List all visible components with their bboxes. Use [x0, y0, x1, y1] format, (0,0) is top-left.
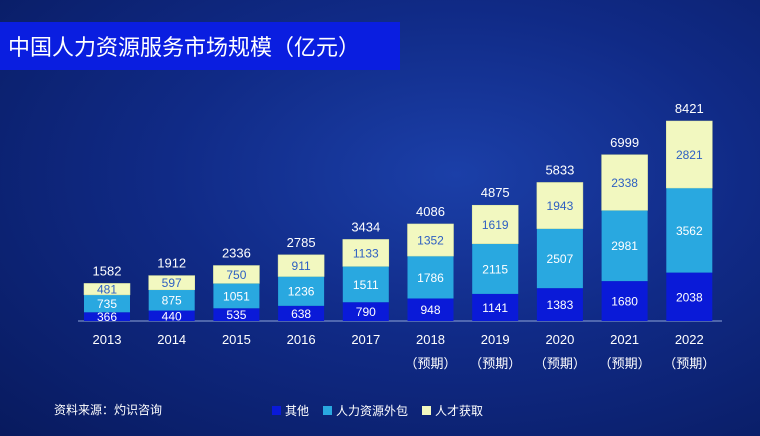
- total-label-2013: 1582: [93, 263, 122, 278]
- bar-label-2017-series-1: 1511: [353, 278, 379, 292]
- bar-2020-series-1: [536, 228, 583, 289]
- bar-2015-series-1: [213, 283, 260, 309]
- x-tick-label-2020: 2020: [545, 332, 574, 347]
- bar-2018-series-1: [407, 256, 454, 299]
- bar-label-2014-series-2: 597: [162, 276, 182, 290]
- bar-label-2022-series-0: 2038: [676, 290, 703, 304]
- bar-label-2018-series-2: 1352: [417, 234, 444, 248]
- x-tick-label-2014: 2014: [157, 332, 186, 347]
- legend-swatch-other: [272, 406, 281, 415]
- chart-legend: 其他 人力资源外包 人才获取: [272, 402, 483, 419]
- x-tick-label-2015: 2015: [222, 332, 251, 347]
- bar-2017-series-0: [342, 302, 389, 321]
- bar-2013-series-1: [84, 294, 130, 313]
- bar-label-2022-series-2: 2821: [676, 148, 703, 162]
- bar-label-2019-series-0: 1141: [482, 301, 508, 315]
- total-label-2015: 2336: [222, 246, 251, 261]
- total-label-2020: 5833: [545, 162, 574, 177]
- bar-2014-series-2: [148, 275, 195, 291]
- bar-label-2014-series-1: 875: [162, 294, 182, 308]
- source-note: 资料来源：灼识咨询: [54, 403, 163, 417]
- bar-2019-series-0: [472, 293, 519, 321]
- bar-2020-series-0: [536, 288, 583, 321]
- x-tick-label-2022: 2022: [675, 332, 704, 347]
- page-title: 中国人力资源服务市场规模（亿元）: [8, 36, 361, 61]
- bar-2016-series-0: [278, 305, 325, 321]
- bar-2018-series-0: [407, 298, 454, 321]
- bar-label-2013-series-2: 481: [97, 283, 117, 297]
- bar-label-2016-series-2: 911: [292, 259, 311, 273]
- bar-2016-series-1: [278, 276, 325, 306]
- legend-label-other: 其他: [285, 404, 310, 418]
- legend-item-other: 其他: [272, 402, 309, 419]
- bar-2016-series-2: [277, 254, 325, 277]
- bar-2015-series-2: [213, 265, 260, 284]
- bar-2014-series-1: [148, 289, 195, 311]
- legend-label-talent: 人才获取: [435, 404, 484, 418]
- bar-2019-series-2: [471, 204, 519, 244]
- bar-label-2019-series-2: 1619: [482, 218, 509, 232]
- bar-label-2018-series-0: 948: [420, 303, 440, 317]
- bar-label-2015-series-1: 1051: [223, 289, 250, 303]
- legend-swatch-talent: [422, 406, 432, 415]
- x-tick-note-2019: （预期）: [469, 356, 521, 371]
- bar-2017-series-1: [342, 266, 389, 303]
- total-label-2017: 3434: [351, 219, 380, 234]
- bar-2022-series-1: [666, 187, 713, 273]
- bar-label-2015-series-2: 750: [226, 268, 246, 282]
- x-tick-label-2013: 2013: [93, 332, 122, 347]
- x-tick-note-2018: （预期）: [404, 356, 456, 371]
- bar-2021-series-0: [601, 281, 648, 321]
- bar-2021-series-2: [601, 154, 648, 211]
- legend-item-outsourcing: 人力资源外包: [323, 402, 408, 419]
- legend-item-talent: 人才获取: [422, 402, 483, 419]
- x-tick-note-2022: （预期）: [663, 356, 715, 371]
- bar-label-2020-series-0: 1383: [547, 298, 574, 312]
- total-label-2021: 6999: [610, 135, 639, 150]
- bar-label-2013-series-1: 735: [97, 297, 117, 311]
- bar-2014-series-0: [148, 310, 195, 321]
- bar-label-2020-series-2: 1943: [547, 199, 574, 213]
- bar-label-2021-series-0: 1680: [611, 295, 638, 309]
- bar-label-2015-series-0: 535: [226, 308, 246, 322]
- bar-label-2013-series-0: 366: [97, 310, 117, 324]
- bar-label-2022-series-1: 3562: [676, 224, 703, 238]
- bar-2021-series-1: [601, 210, 648, 282]
- bar-2022-series-0: [666, 272, 713, 321]
- total-label-2016: 2785: [287, 235, 316, 250]
- title-bar: [0, 22, 400, 70]
- bar-label-2014-series-0: 440: [162, 309, 182, 323]
- bar-2013-series-2: [83, 283, 131, 296]
- bar-2020-series-2: [536, 182, 584, 229]
- bar-label-2021-series-1: 2981: [611, 239, 638, 253]
- x-tick-label-2016: 2016: [287, 332, 316, 347]
- bar-2017-series-2: [342, 239, 390, 267]
- bar-2018-series-2: [407, 223, 454, 257]
- bar-label-2020-series-1: 2507: [547, 252, 574, 266]
- bar-label-2017-series-2: 1133: [353, 246, 379, 260]
- total-label-2022: 8421: [675, 101, 704, 116]
- bar-2019-series-1: [472, 243, 519, 294]
- bar-label-2018-series-1: 1786: [417, 271, 444, 285]
- bar-label-2021-series-2: 2338: [611, 176, 638, 190]
- total-label-2014: 1912: [157, 256, 186, 271]
- x-tick-note-2021: （预期）: [599, 356, 651, 371]
- bar-2013-series-0: [84, 312, 130, 321]
- bar-2022-series-2: [666, 120, 713, 189]
- bar-label-2016-series-1: 1236: [288, 285, 315, 299]
- x-tick-label-2017: 2017: [351, 332, 380, 347]
- x-tick-label-2018: 2018: [416, 332, 445, 347]
- bar-2015-series-0: [213, 308, 260, 321]
- legend-swatch-outsourcing: [323, 406, 333, 415]
- legend-label-outsourcing: 人力资源外包: [336, 404, 409, 418]
- x-tick-note-2020: （预期）: [534, 356, 586, 371]
- x-tick-label-2021: 2021: [610, 332, 639, 347]
- bar-label-2019-series-1: 2115: [482, 262, 508, 276]
- total-label-2018: 4086: [416, 204, 445, 219]
- bar-label-2017-series-0: 790: [356, 305, 376, 319]
- bar-label-2016-series-0: 638: [291, 307, 311, 321]
- total-label-2019: 4875: [481, 185, 510, 200]
- x-tick-label-2019: 2019: [481, 332, 510, 347]
